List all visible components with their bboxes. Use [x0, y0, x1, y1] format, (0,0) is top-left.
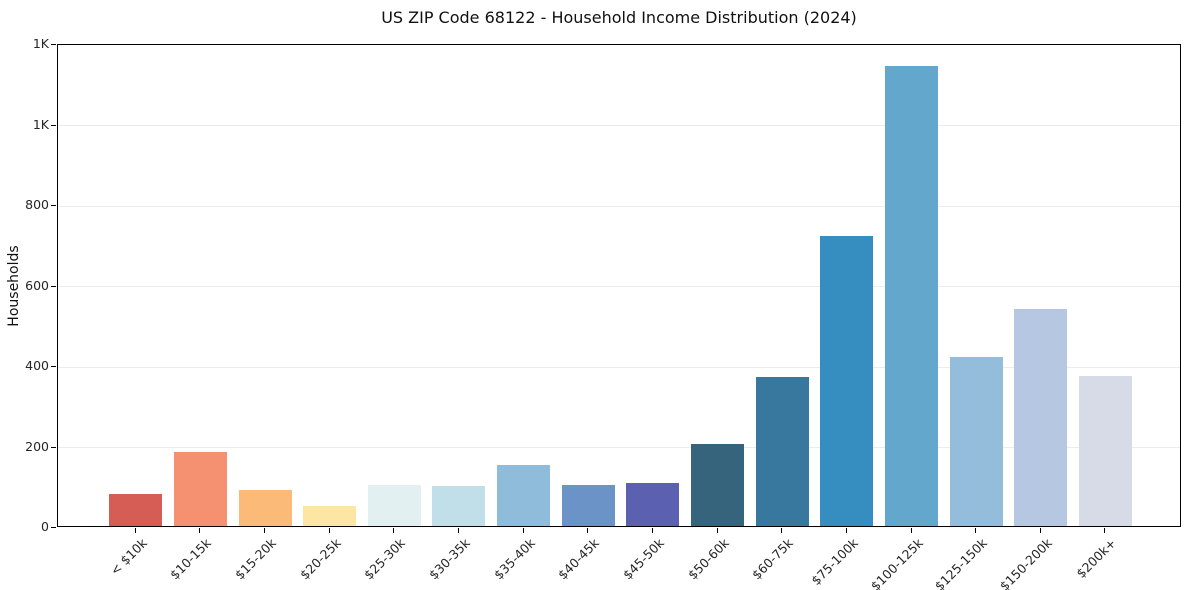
y-tick-mark: [51, 446, 56, 448]
x-tick-mark: [328, 528, 330, 533]
bar: [303, 505, 357, 526]
y-tick-mark: [51, 205, 56, 206]
bar: [755, 377, 809, 526]
bar: [820, 236, 874, 526]
x-tick-mark: [845, 528, 847, 533]
x-tick-mark: [393, 528, 395, 533]
bar: [432, 485, 486, 526]
gridline: [58, 205, 1180, 207]
x-tick-mark: [1104, 528, 1106, 533]
y-tick-label: 1K: [32, 116, 49, 132]
y-tick-mark: [51, 124, 56, 126]
bar: [691, 443, 745, 526]
bar: [1078, 375, 1132, 526]
bar: [497, 464, 551, 526]
bar: [949, 356, 1003, 526]
x-tick-mark: [781, 528, 783, 533]
bar: [561, 484, 615, 526]
chart-title: US ZIP Code 68122 - Household Income Dis…: [381, 8, 857, 27]
x-tick-mark: [134, 528, 136, 533]
x-tick-mark: [199, 528, 201, 533]
gridline: [58, 125, 1180, 126]
x-tick-mark: [587, 528, 589, 533]
bar: [173, 451, 227, 526]
gridline: [58, 447, 1180, 448]
x-tick-mark: [522, 528, 524, 533]
x-tick-mark: [651, 528, 653, 533]
y-tick-mark: [51, 366, 56, 367]
y-tick-label: 800: [25, 197, 49, 212]
x-tick-mark: [910, 528, 912, 533]
bar: [1014, 308, 1068, 526]
x-tick-mark: [1039, 528, 1041, 533]
y-tick-mark: [51, 285, 56, 287]
plot-area: [57, 44, 1181, 527]
bar: [367, 484, 421, 526]
y-tick-mark: [51, 527, 56, 528]
gridline: [58, 366, 1180, 368]
y-tick-mark: [51, 44, 56, 45]
y-tick-label: 400: [25, 358, 49, 373]
y-tick-label: 600: [25, 277, 49, 293]
bar: [238, 489, 292, 526]
y-tick-label: 1K: [32, 36, 49, 51]
y-tick-label: 0: [41, 519, 49, 534]
x-tick-mark: [264, 528, 265, 533]
x-tick-mark: [975, 528, 977, 533]
x-tick-label: < $10k: [106, 535, 150, 579]
x-tick-mark: [716, 528, 718, 533]
x-tick-mark: [457, 528, 459, 533]
gridline: [58, 286, 1180, 287]
bar: [885, 65, 938, 526]
bar: [626, 482, 680, 526]
y-tick-label: 200: [25, 438, 49, 454]
bar: [109, 493, 163, 526]
